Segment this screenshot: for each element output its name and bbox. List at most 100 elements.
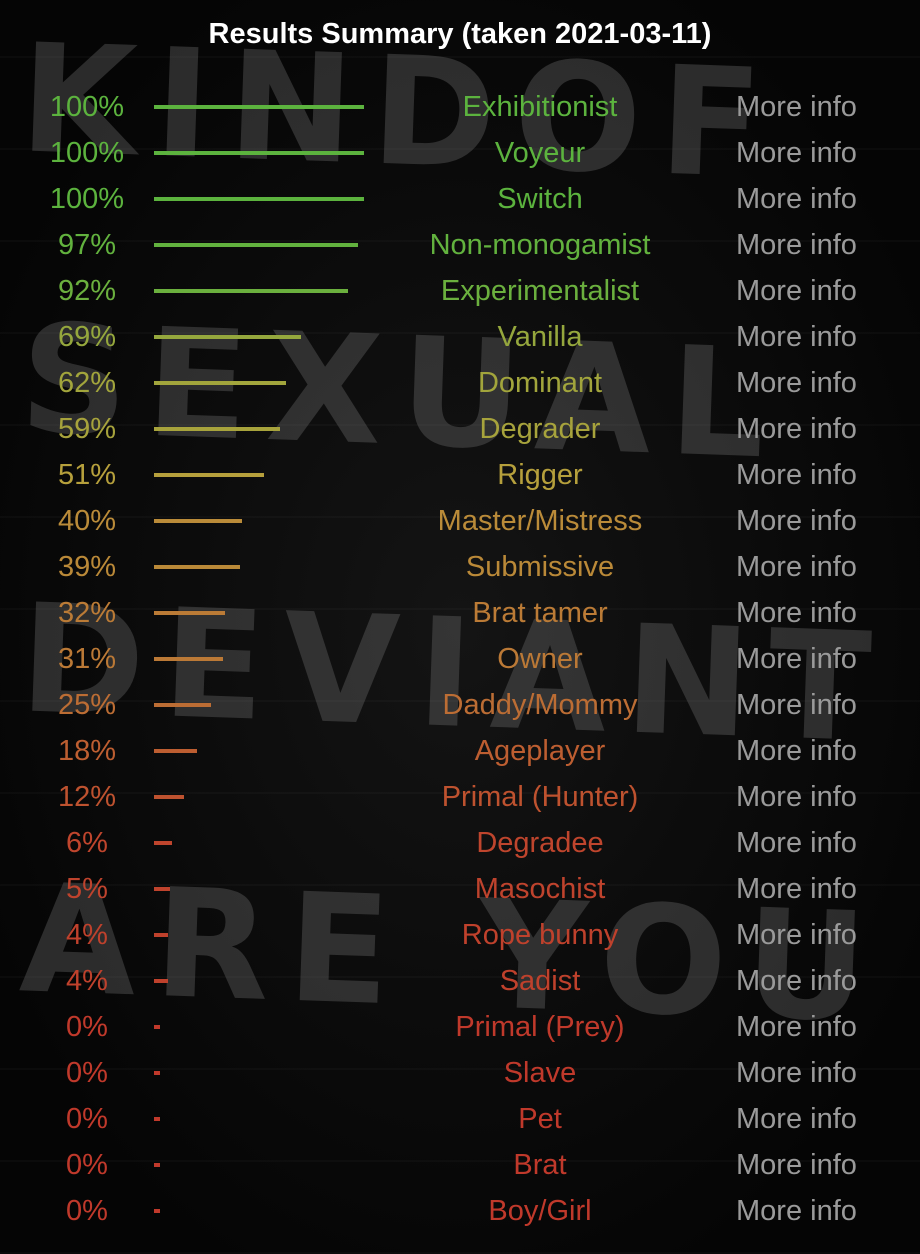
result-percent: 4% [66, 919, 108, 951]
result-name: Submissive [465, 551, 615, 583]
result-name: Boy/Girl [488, 1195, 592, 1227]
result-name: Rope bunny [461, 919, 619, 951]
result-name: Dominant [477, 367, 603, 399]
result-row: 12% Primal (Hunter) More info [0, 774, 920, 820]
more-info-link[interactable]: More info [736, 1195, 857, 1227]
result-name: Pet [518, 1103, 562, 1135]
result-percent: 100% [49, 91, 125, 123]
more-info-link[interactable]: More info [736, 183, 857, 215]
result-bar [154, 565, 240, 569]
more-info-link[interactable]: More info [736, 873, 857, 905]
result-bar [154, 703, 211, 707]
result-percent: 6% [66, 827, 108, 859]
more-info-link[interactable]: More info [736, 919, 857, 951]
result-percent: 31% [57, 643, 117, 675]
result-bar [154, 289, 348, 293]
result-name: Non-monogamist [429, 229, 651, 261]
more-info-link[interactable]: More info [736, 1057, 857, 1089]
more-info-link[interactable]: More info [736, 137, 857, 169]
result-bar [154, 335, 301, 339]
result-percent: 40% [57, 505, 117, 537]
result-name: Primal (Prey) [455, 1011, 625, 1043]
result-row: 0% Brat More info [0, 1142, 920, 1188]
more-info-link[interactable]: More info [736, 643, 857, 675]
more-info-link[interactable]: More info [736, 735, 857, 767]
more-info-link[interactable]: More info [736, 1011, 857, 1043]
result-name: Degradee [476, 827, 604, 859]
result-row: 18% Ageplayer More info [0, 728, 920, 774]
result-bar [154, 1117, 160, 1121]
result-bar [154, 151, 364, 155]
result-bar [154, 1025, 160, 1029]
result-percent: 0% [66, 1011, 108, 1043]
result-name: Slave [503, 1057, 577, 1089]
result-bar [154, 381, 287, 385]
page-title: Results Summary (taken 2021-03-11) [208, 18, 712, 50]
result-row: 100% Voyeur More info [0, 130, 920, 176]
more-info-link[interactable]: More info [736, 459, 857, 491]
result-percent: 92% [57, 275, 117, 307]
result-row: 51% Rigger More info [0, 452, 920, 498]
result-row: 92% Experimentalist More info [0, 268, 920, 314]
result-row: 0% Primal (Prey) More info [0, 1004, 920, 1050]
result-row: 4% Rope bunny More info [0, 912, 920, 958]
result-bar [154, 657, 224, 661]
result-name: Vanilla [497, 321, 583, 353]
result-name: Brat tamer [472, 597, 608, 629]
result-bar [154, 795, 185, 799]
result-row: 0% Boy/Girl More info [0, 1188, 920, 1234]
more-info-link[interactable]: More info [736, 1103, 857, 1135]
result-name: Primal (Hunter) [441, 781, 639, 813]
result-percent: 25% [57, 689, 117, 721]
result-row: 0% Pet More info [0, 1096, 920, 1142]
result-percent: 39% [57, 551, 117, 583]
result-bar [154, 243, 358, 247]
result-row: 6% Degradee More info [0, 820, 920, 866]
result-percent: 62% [57, 367, 117, 399]
result-name: Exhibitionist [462, 91, 618, 123]
more-info-link[interactable]: More info [736, 275, 857, 307]
more-info-link[interactable]: More info [736, 505, 857, 537]
result-bar [154, 611, 226, 615]
result-percent: 100% [49, 137, 125, 169]
result-percent: 100% [49, 183, 125, 215]
result-percent: 4% [66, 965, 108, 997]
more-info-link[interactable]: More info [736, 551, 857, 583]
result-percent: 97% [57, 229, 117, 261]
more-info-link[interactable]: More info [736, 781, 857, 813]
result-name: Owner [497, 643, 583, 675]
result-percent: 32% [57, 597, 117, 629]
result-name: Switch [497, 183, 583, 215]
more-info-link[interactable]: More info [736, 827, 857, 859]
result-bar [154, 887, 171, 891]
more-info-link[interactable]: More info [736, 689, 857, 721]
result-row: 32% Brat tamer More info [0, 590, 920, 636]
result-bar [154, 427, 281, 431]
more-info-link[interactable]: More info [736, 597, 857, 629]
result-percent: 59% [57, 413, 117, 445]
result-row: 0% Slave More info [0, 1050, 920, 1096]
result-row: 25% Daddy/Mommy More info [0, 682, 920, 728]
result-bar [154, 1071, 160, 1075]
more-info-link[interactable]: More info [736, 91, 857, 123]
result-percent: 5% [66, 873, 108, 905]
result-name: Experimentalist [440, 275, 640, 307]
more-info-link[interactable]: More info [736, 229, 857, 261]
result-name: Brat [513, 1149, 567, 1181]
more-info-link[interactable]: More info [736, 321, 857, 353]
result-bar [154, 473, 265, 477]
result-name: Voyeur [494, 137, 586, 169]
result-name: Daddy/Mommy [442, 689, 638, 721]
result-percent: 18% [57, 735, 117, 767]
result-row: 100% Exhibitionist More info [0, 84, 920, 130]
result-bar [154, 105, 364, 109]
more-info-link[interactable]: More info [736, 367, 857, 399]
result-row: 100% Switch More info [0, 176, 920, 222]
result-name: Masochist [474, 873, 606, 905]
result-row: 97% Non-monogamist More info [0, 222, 920, 268]
more-info-link[interactable]: More info [736, 1149, 857, 1181]
result-percent: 0% [66, 1103, 108, 1135]
more-info-link[interactable]: More info [736, 965, 857, 997]
more-info-link[interactable]: More info [736, 413, 857, 445]
